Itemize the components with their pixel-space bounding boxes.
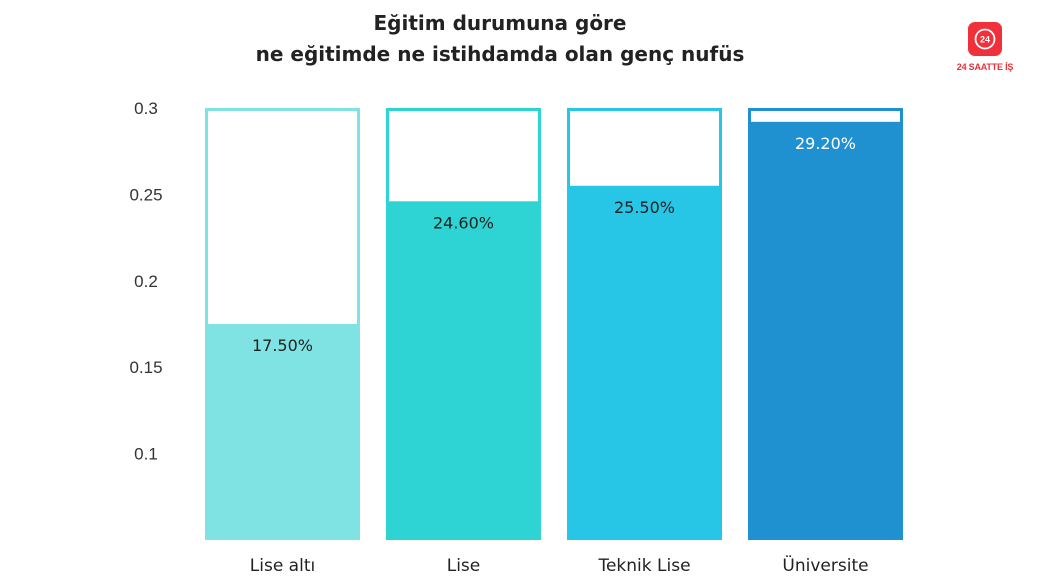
svg-text:24: 24 xyxy=(980,35,990,45)
x-category-label: Üniversite xyxy=(782,554,868,576)
data-label: 25.50% xyxy=(614,198,675,217)
x-category-label: Lise altı xyxy=(250,556,315,576)
chart-title-line1: Eğitim durumuna göre xyxy=(373,11,627,35)
brand-logo-text: 24 SAATTE İŞ xyxy=(956,62,1014,72)
chart-title-line2: ne eğitimde ne istihdamda olan genç nufü… xyxy=(255,42,745,66)
data-label: 29.20% xyxy=(795,134,856,153)
data-label: 24.60% xyxy=(433,213,494,232)
x-category-label: Teknik Lise xyxy=(597,556,690,576)
bar xyxy=(205,324,360,540)
y-tick-label: 0.2 xyxy=(134,272,158,291)
data-label: 17.50% xyxy=(252,336,313,355)
y-tick-label: 0.3 xyxy=(134,99,158,118)
y-tick-label: 0.25 xyxy=(129,185,162,204)
x-category-label: Lise xyxy=(447,556,481,576)
y-tick-label: 0.15 xyxy=(129,358,162,377)
y-tick-label: 0.1 xyxy=(134,445,158,464)
bar xyxy=(748,121,903,540)
24-clock-icon: 24 xyxy=(968,22,1002,56)
brand-logo: 24 24 SAATTE İŞ xyxy=(948,22,1022,72)
bar xyxy=(567,185,722,540)
bar xyxy=(386,201,541,540)
chart-title: Eğitim durumuna göre ne eğitimde ne isti… xyxy=(0,8,1000,70)
